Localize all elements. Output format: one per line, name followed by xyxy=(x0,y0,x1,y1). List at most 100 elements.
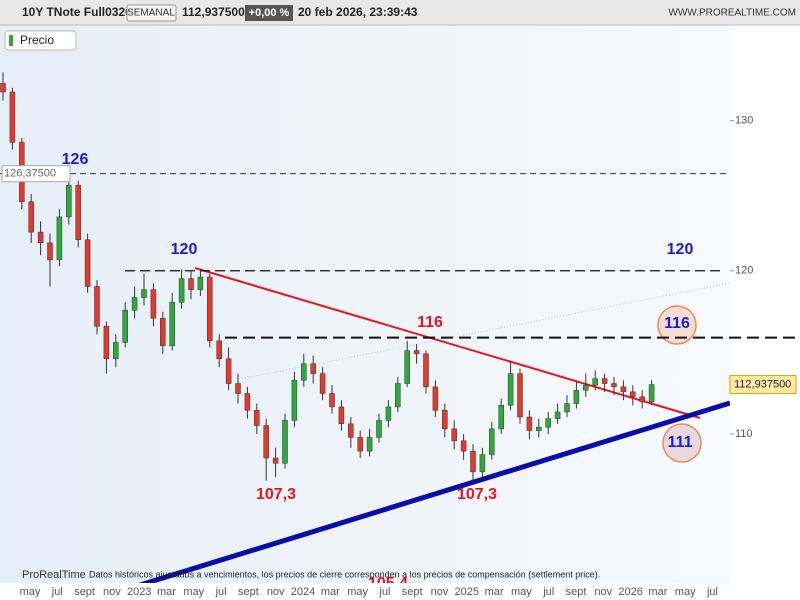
candle-body xyxy=(479,454,486,473)
candle-body xyxy=(56,216,63,261)
candle-body xyxy=(84,239,91,287)
x-tick-label: nov xyxy=(103,586,121,598)
x-tick-label: mar xyxy=(157,586,176,598)
brand: ProRealTime xyxy=(22,569,86,581)
candle-body xyxy=(526,416,533,431)
period[interactable]: SEMANAL xyxy=(127,8,175,19)
footer-note: Datos históricos ajustados a vencimiento… xyxy=(89,569,600,579)
x-tick-label: may xyxy=(347,586,368,598)
x-tick-label: sept xyxy=(566,586,587,598)
x-tick-label: may xyxy=(511,586,532,598)
candle-body xyxy=(620,386,627,393)
candle-body xyxy=(460,440,467,452)
plot-background xyxy=(0,25,730,583)
annotation: 107,3 xyxy=(256,486,296,503)
candle-body xyxy=(225,358,232,384)
x-tick-label: mar xyxy=(485,586,504,598)
level-tag-label: 126,37500 xyxy=(4,168,56,180)
candle-body xyxy=(207,276,213,342)
candle-body xyxy=(601,378,608,384)
candle-body xyxy=(141,289,147,298)
candle-body xyxy=(188,278,194,290)
candle-body xyxy=(413,350,420,355)
x-tick-label: 2024 xyxy=(291,586,315,598)
candle-body xyxy=(122,310,128,343)
candle-body xyxy=(75,184,81,241)
candle-body xyxy=(291,379,298,421)
candle-body xyxy=(216,340,222,360)
candle-body xyxy=(103,326,110,360)
change: +0,00 % xyxy=(249,7,290,19)
y-tick-label: 130 xyxy=(735,115,753,127)
x-tick-label: sept xyxy=(238,586,259,598)
x-tick-label: sept xyxy=(402,586,423,598)
candle-body xyxy=(178,278,185,303)
change-box xyxy=(245,5,293,21)
highlight-circle xyxy=(662,423,702,463)
annotation: 120 xyxy=(171,241,198,258)
candle-body xyxy=(263,425,269,459)
last-price-tag xyxy=(729,375,797,395)
dotted-trend xyxy=(244,282,730,379)
x-tick-label: jul xyxy=(215,586,227,598)
candle-body xyxy=(573,389,580,404)
x-tick-label: 2026 xyxy=(618,586,642,598)
candle-body xyxy=(329,393,335,408)
candle-body xyxy=(583,384,589,391)
annotation: 126 xyxy=(62,151,89,168)
candle-body xyxy=(301,363,307,381)
x-tick-label: mar xyxy=(321,586,340,598)
candle-body xyxy=(385,406,392,421)
candle-body xyxy=(28,201,34,233)
x-tick-label: 2023 xyxy=(127,586,151,598)
candle-body xyxy=(648,384,655,403)
legend-button[interactable] xyxy=(4,30,77,51)
y-tick-label: 120 xyxy=(735,265,753,277)
candle-body xyxy=(376,420,382,438)
level-tag xyxy=(1,165,71,183)
candle-body xyxy=(254,410,260,426)
candle-body xyxy=(630,391,636,398)
highlight-circle xyxy=(657,305,697,345)
candle-body xyxy=(338,406,345,425)
support-trendline xyxy=(139,400,730,583)
x-tick-label: 2025 xyxy=(455,586,479,598)
legend-icon xyxy=(9,35,13,46)
annotation: 107,3 xyxy=(457,486,497,503)
x-tick-label: jul xyxy=(378,586,390,598)
candle-body xyxy=(9,91,16,143)
candle-body xyxy=(536,426,542,431)
candle-body xyxy=(131,297,138,311)
annotation: 105,4 xyxy=(368,575,408,592)
candle-body xyxy=(319,373,326,394)
x-tick-label: sept xyxy=(74,586,95,598)
candle-body xyxy=(169,302,175,346)
x-tick-label: may xyxy=(675,586,696,598)
header-price: 112,937500 xyxy=(182,5,245,19)
candle-body xyxy=(498,404,504,430)
legend-label[interactable]: Precio xyxy=(20,33,54,47)
candle-body xyxy=(517,373,523,418)
annotation: 111 xyxy=(668,434,693,451)
annotation: 120 xyxy=(667,241,694,258)
candle-body xyxy=(451,428,457,442)
candle-body xyxy=(554,411,561,419)
candle-body xyxy=(310,363,316,374)
candle-body xyxy=(160,318,166,346)
candle-body xyxy=(113,342,119,360)
candle-body xyxy=(37,231,44,244)
period-box[interactable] xyxy=(126,4,177,22)
candle-body xyxy=(489,428,495,455)
y-tick-label: 110 xyxy=(735,428,753,440)
candle-body xyxy=(282,420,288,464)
x-tick-label: jul xyxy=(51,586,63,598)
candle-body xyxy=(197,276,204,290)
candle-body xyxy=(47,242,53,261)
candle-body xyxy=(432,386,439,411)
x-tick-label: nov xyxy=(594,586,612,598)
annotation: 116 xyxy=(664,315,690,332)
candle-body xyxy=(404,350,410,384)
candle-body xyxy=(442,410,448,430)
x-tick-label: jul xyxy=(542,586,554,598)
